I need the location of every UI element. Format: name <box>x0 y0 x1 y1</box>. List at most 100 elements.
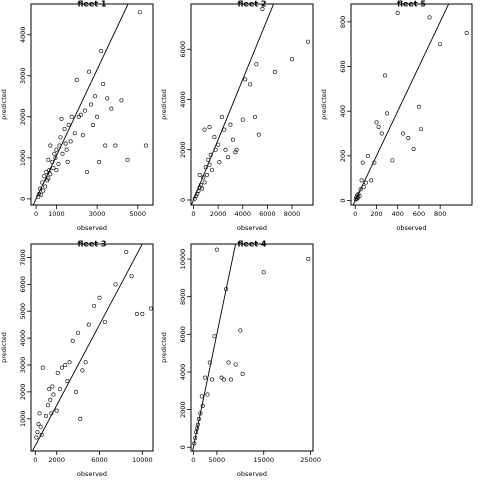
y-tick-label: 0 <box>179 445 187 449</box>
plot-frame <box>190 3 314 206</box>
y-tick-label: 2000 <box>19 384 27 401</box>
y-axis-label: predicted <box>160 89 168 120</box>
data-point <box>223 147 228 152</box>
data-point <box>38 424 43 429</box>
data-point <box>369 178 374 183</box>
data-point <box>52 151 57 156</box>
data-point <box>198 182 203 187</box>
data-point <box>376 124 381 129</box>
data-point <box>217 160 222 165</box>
data-point <box>54 168 59 173</box>
data-point <box>401 131 406 136</box>
panel-2: fleet 20 2000 4000 6000 80000200040006000obs… <box>160 0 314 232</box>
data-point <box>372 160 377 165</box>
y-tick-label: 4000 <box>179 364 187 381</box>
data-point <box>65 159 70 164</box>
data-point <box>198 411 203 416</box>
plot-frame <box>350 3 473 206</box>
reference-line <box>191 4 275 205</box>
data-point <box>65 379 70 384</box>
data-point <box>93 94 98 99</box>
y-tick-label: 400 <box>339 105 347 117</box>
data-point <box>358 187 363 192</box>
y-tick-label: 1000 <box>19 150 27 167</box>
x-tick-label: 0 <box>191 456 195 464</box>
data-point <box>195 426 200 431</box>
data-point <box>207 360 212 365</box>
data-point <box>192 441 197 446</box>
data-point <box>207 125 212 130</box>
data-point <box>78 112 83 117</box>
data-point <box>233 362 238 367</box>
data-point <box>221 377 226 382</box>
data-point <box>48 143 53 148</box>
y-tick-label: 3000 <box>19 357 27 374</box>
data-point <box>208 152 213 157</box>
x-tick-label: 400 <box>391 210 403 218</box>
data-point <box>43 414 48 419</box>
data-point <box>91 123 96 128</box>
data-point <box>148 306 153 311</box>
data-point <box>200 403 205 408</box>
y-tick-label: 8000 <box>179 288 187 305</box>
data-point <box>395 10 400 15</box>
data-point <box>193 435 198 440</box>
data-point <box>44 170 49 175</box>
data-point <box>137 10 142 15</box>
data-point <box>219 115 224 120</box>
data-point <box>35 430 40 435</box>
data-point <box>58 135 63 140</box>
plot-frame <box>30 243 154 452</box>
y-tick-label: 4000 <box>19 26 27 43</box>
y-tick-label: 6000 <box>179 326 187 343</box>
data-point <box>359 178 364 183</box>
data-point <box>40 180 45 185</box>
data-point <box>83 360 88 365</box>
data-point <box>260 7 265 12</box>
data-point <box>70 338 75 343</box>
data-point <box>219 375 224 380</box>
data-point <box>57 143 62 148</box>
data-point <box>62 127 67 132</box>
data-point <box>86 69 91 74</box>
x-tick-label: 6000 <box>259 210 276 218</box>
x-tick-label: 0 <box>34 210 38 218</box>
data-point <box>212 135 217 140</box>
data-point <box>67 360 72 365</box>
data-point <box>214 247 219 252</box>
data-point <box>134 311 139 316</box>
x-tick-label: 3000 <box>89 210 106 218</box>
y-axis-label: predicted <box>160 332 168 363</box>
data-point <box>74 77 79 82</box>
y-tick-label: 0 <box>339 198 347 202</box>
data-point <box>363 180 368 185</box>
data-point <box>203 165 208 170</box>
x-tick-label: 5000 <box>209 456 226 464</box>
data-point <box>51 166 56 171</box>
plot-frame <box>30 3 154 206</box>
data-point <box>243 77 248 82</box>
data-point <box>202 180 207 185</box>
data-point <box>203 375 208 380</box>
data-point <box>357 194 362 199</box>
x-axis-label: observed <box>77 224 107 232</box>
y-axis-label: predicted <box>320 89 328 120</box>
x-axis-label: observed <box>237 224 267 232</box>
data-point <box>272 69 277 74</box>
panel-1: fleet 10 1000 3000 500001000200030004000obs… <box>0 0 154 232</box>
y-tick-label: 4000 <box>179 91 187 108</box>
data-point <box>72 131 77 136</box>
data-point <box>60 365 65 370</box>
data-point <box>385 111 390 116</box>
data-point <box>202 127 207 132</box>
data-point <box>306 257 311 262</box>
data-point <box>84 170 89 175</box>
x-tick-label: 200 <box>370 210 382 218</box>
data-point <box>234 147 239 152</box>
data-point <box>212 334 217 339</box>
data-point <box>97 159 102 164</box>
data-point <box>365 153 370 158</box>
x-tick-label: 2000 <box>210 210 227 218</box>
data-point <box>238 328 243 333</box>
data-point <box>34 435 39 440</box>
